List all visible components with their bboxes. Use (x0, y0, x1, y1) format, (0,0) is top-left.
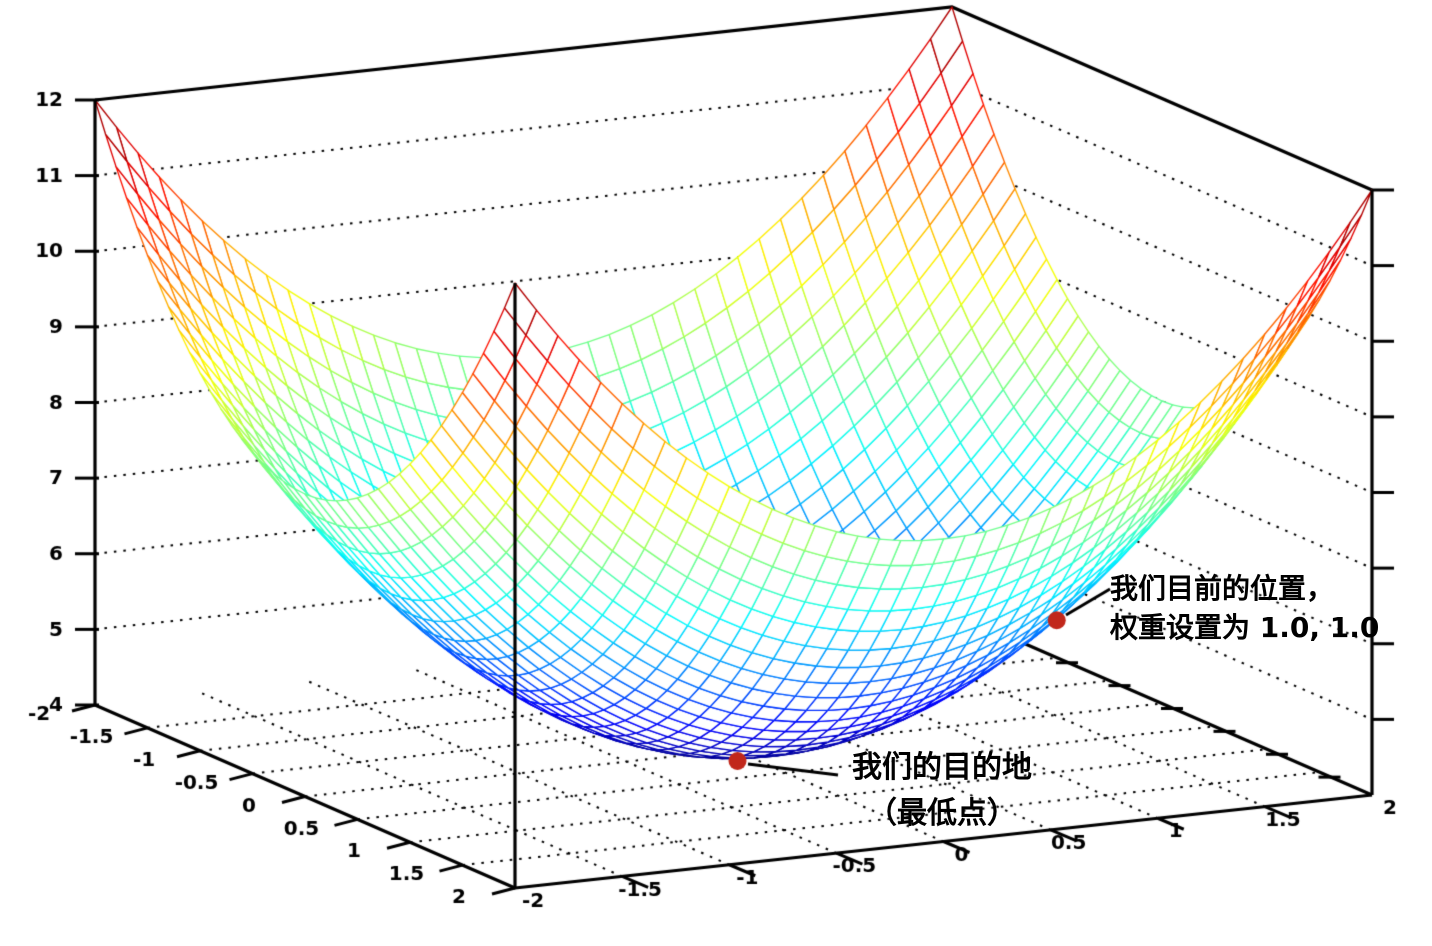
annotation-current-position-line-1: 我们目前的位置， (1110, 572, 1335, 605)
annotation-current-position: 我们目前的位置， 权重设置为 1.0, 1.0 (1110, 569, 1379, 647)
annotation-destination: 我们的目的地 （最低点） (812, 745, 1072, 837)
annotation-destination-line-2: （最低点） (867, 796, 1017, 831)
annotation-current-position-line-2: 权重设置为 1.0, 1.0 (1110, 611, 1380, 644)
annotation-destination-line-1: 我们的目的地 (852, 750, 1032, 785)
